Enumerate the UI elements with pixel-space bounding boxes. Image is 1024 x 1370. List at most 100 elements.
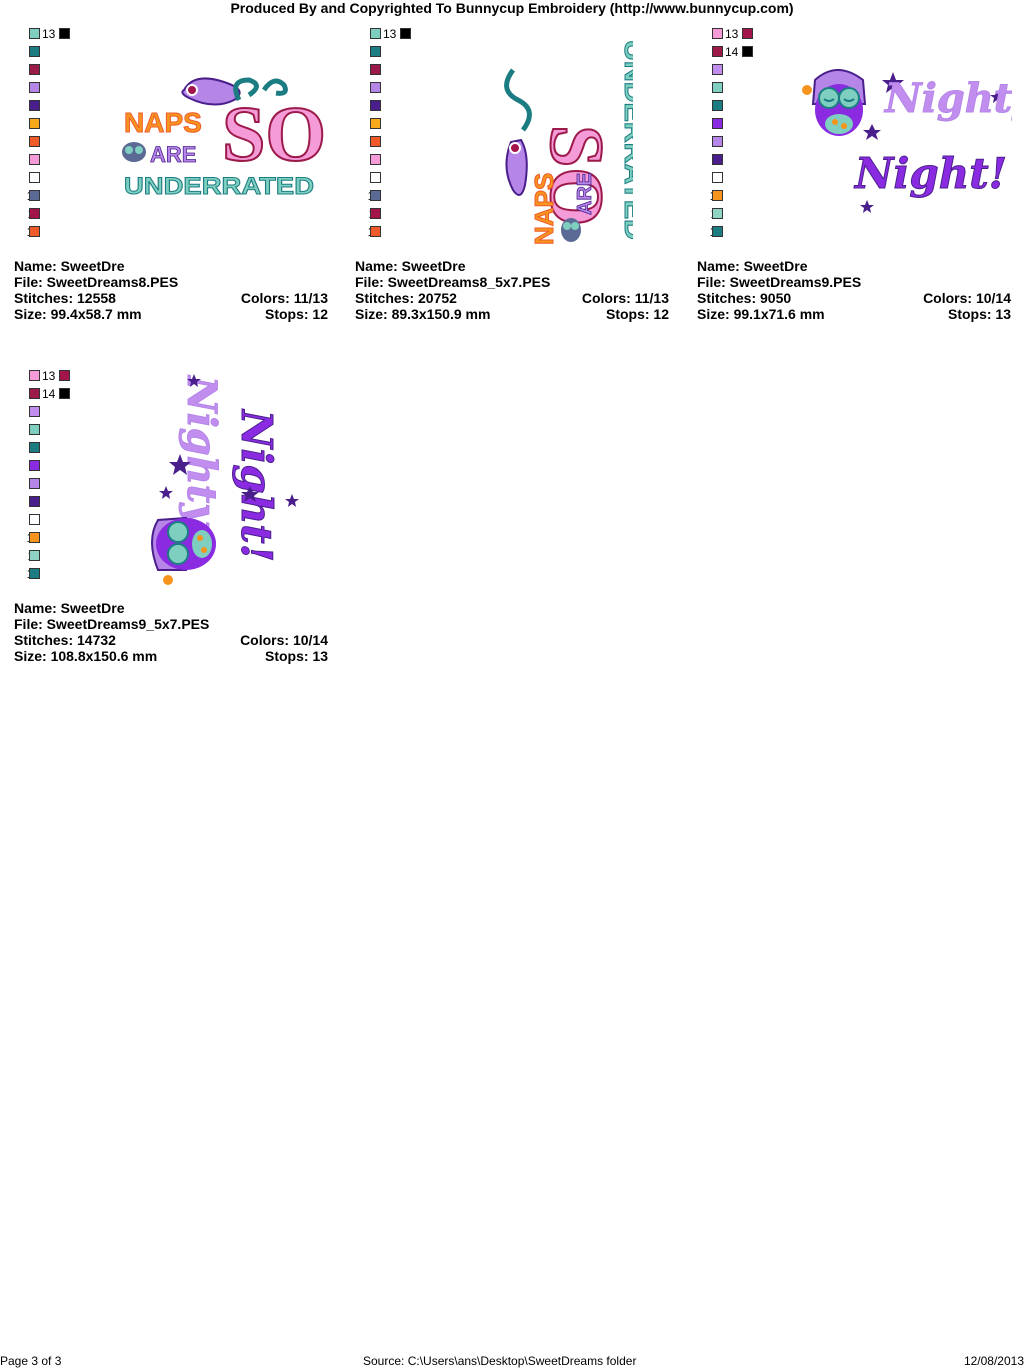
swatch-number: 13 (42, 27, 56, 41)
embroidery-design-image: Nighty Night! (802, 69, 1012, 213)
color-swatch-row: 12 (697, 224, 777, 242)
color-swatch (29, 406, 40, 417)
color-swatch (29, 478, 40, 489)
color-swatch-row: 4 (14, 422, 94, 440)
design-stops: Stops: 13 (264, 648, 328, 664)
color-swatch (712, 190, 723, 201)
color-swatch-row: 10 (14, 188, 94, 206)
owl-icon (561, 218, 581, 242)
swatch-number: 14 (725, 45, 739, 59)
design-info: Name: SweetDre File: SweetDreams9_5x7.PE… (14, 600, 328, 664)
design-colors: Colors: 11/13 (240, 290, 328, 306)
color-swatch-row: 4 (697, 80, 777, 98)
color-swatch (742, 28, 753, 39)
color-swatch-row: 9 (14, 512, 94, 530)
color-swatch (370, 64, 381, 75)
design-colors: Colors: 10/14 (240, 632, 328, 648)
color-swatch-row: 4 (355, 80, 435, 98)
color-swatch-row: 2 (14, 44, 94, 62)
color-swatch-row: 6 (355, 116, 435, 134)
footer-page-number: Page 3 of 3 (0, 1354, 62, 1368)
design-text-naps: NAPS (124, 107, 202, 138)
design-size: Size: 89.3x150.9 mm (355, 306, 491, 322)
color-swatch-row: 6 (697, 116, 777, 134)
color-swatch-row: 5 (355, 98, 435, 116)
design-stops: Stops: 12 (264, 306, 328, 322)
color-swatch (370, 226, 381, 237)
color-swatch (59, 370, 70, 381)
color-swatch-row: 5 (697, 98, 777, 116)
design-name: Name: SweetDre (697, 258, 808, 274)
color-swatch (29, 100, 40, 111)
color-swatch (29, 82, 40, 93)
color-swatch (29, 568, 40, 579)
color-swatch-row: 12 (355, 224, 435, 242)
design-info: Name: SweetDre File: SweetDreams8.PES St… (14, 258, 328, 322)
color-swatch-row: 8 (14, 494, 94, 512)
design-name: Name: SweetDre (14, 600, 125, 616)
color-swatch (59, 388, 70, 399)
color-swatch-row: 7 (697, 134, 777, 152)
swatch-number: 13 (42, 369, 56, 383)
design-card: 1132143456789101112 Nighty Night! Name: … (14, 368, 344, 698)
star-icon (860, 72, 1004, 213)
design-card: 1132143456789101112 Nighty Night! Name: … (697, 26, 1024, 356)
color-swatch (29, 514, 40, 525)
color-swatch (712, 172, 723, 183)
design-text-underrated: UNDERRATED (619, 40, 633, 240)
star-icon (159, 374, 299, 507)
color-swatch (29, 136, 40, 147)
design-card: 11323456789101112 SO UNDERRATED NAPS ARE… (355, 26, 685, 356)
color-swatch (712, 118, 723, 129)
color-swatch-row: 9 (355, 170, 435, 188)
owl-icon (122, 142, 146, 162)
color-swatch-row: 7 (355, 134, 435, 152)
design-text-so: SO (534, 125, 618, 226)
design-size: Size: 99.4x58.7 mm (14, 306, 142, 322)
color-swatch (370, 172, 381, 183)
design-stops: Stops: 13 (947, 306, 1011, 322)
design-file: File: SweetDreams9.PES (697, 274, 862, 290)
page-header: Produced By and Copyrighted To Bunnycup … (230, 0, 794, 16)
design-text-nighty: Nighty (178, 374, 225, 529)
design-text-naps: NAPS (529, 173, 559, 245)
color-swatch-row: 5 (14, 98, 94, 116)
color-swatch-row: 4 (14, 80, 94, 98)
color-swatch-row: 8 (14, 152, 94, 170)
design-text-underrated: UNDERRATED (124, 173, 314, 200)
design-text-are: ARE (150, 142, 196, 167)
color-swatch-row: 10 (14, 530, 94, 548)
color-swatch (712, 28, 723, 39)
color-swatch (712, 46, 723, 57)
swirl-decoration (504, 68, 532, 132)
color-swatch (29, 208, 40, 219)
color-swatch (370, 136, 381, 147)
color-swatch (712, 64, 723, 75)
design-text-nighty: Nighty (883, 75, 1012, 122)
color-swatch (400, 28, 411, 39)
design-text-so: SO (222, 90, 324, 177)
design-stitches: Stitches: 14732 (14, 632, 116, 648)
color-swatch (370, 190, 381, 201)
swatch-number: 14 (42, 387, 56, 401)
embroidery-design-image: Nighty Night! (151, 374, 299, 585)
color-swatch (29, 172, 40, 183)
color-swatch (370, 154, 381, 165)
design-name: Name: SweetDre (355, 258, 466, 274)
color-swatch-row: 12 (14, 224, 94, 242)
color-swatch-row: 10 (355, 188, 435, 206)
color-swatch-row: 5 (14, 440, 94, 458)
design-size: Size: 99.1x71.6 mm (697, 306, 825, 322)
color-swatch (29, 64, 40, 75)
design-file: File: SweetDreams9_5x7.PES (14, 616, 210, 632)
color-swatch-row: 9 (14, 170, 94, 188)
design-file: File: SweetDreams8_5x7.PES (355, 274, 551, 290)
color-swatch-row: 113 (14, 26, 94, 44)
color-swatch (29, 388, 40, 399)
design-stitches: Stitches: 9050 (697, 290, 792, 306)
color-swatch-row: 8 (355, 152, 435, 170)
color-swatch (742, 46, 753, 57)
owl-icon (802, 69, 867, 136)
color-swatch (29, 154, 40, 165)
owl-icon (151, 516, 216, 585)
